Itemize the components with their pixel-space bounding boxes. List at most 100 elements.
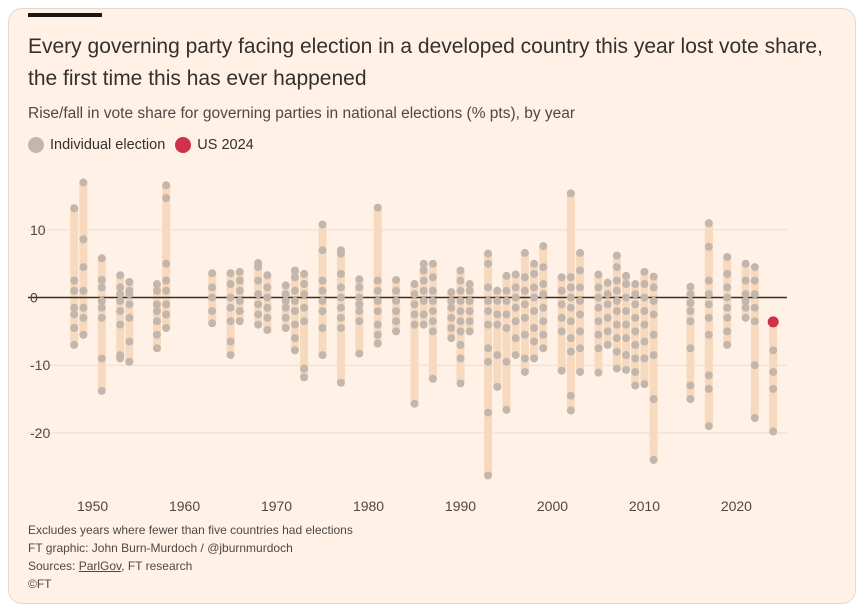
election-dot: [640, 267, 649, 276]
election-dot: [530, 293, 539, 302]
election-dot: [612, 263, 621, 272]
election-dot: [125, 277, 134, 286]
election-dot: [631, 313, 640, 322]
election-dot: [281, 303, 290, 312]
election-dot: [723, 283, 732, 292]
chart-title: Every governing party facing election in…: [28, 35, 823, 90]
election-dot: [566, 391, 575, 400]
election-dot: [125, 313, 134, 322]
election-dot: [162, 194, 171, 203]
x-tick-label: 2000: [537, 498, 568, 514]
election-dot: [456, 296, 465, 305]
x-tick-label: 1960: [169, 498, 200, 514]
sources-link-parlgov[interactable]: ParlGov: [78, 559, 122, 573]
election-dot: [263, 283, 272, 292]
election-dot: [392, 286, 401, 295]
election-dot: [235, 307, 244, 316]
election-dot: [612, 296, 621, 305]
election-dot: [493, 310, 502, 319]
election-dot: [152, 286, 161, 295]
election-dot: [612, 347, 621, 356]
range-bar-1985: [410, 284, 419, 404]
election-dot: [318, 296, 327, 305]
election-dot: [631, 280, 640, 289]
election-dot: [520, 313, 529, 322]
election-dot: [226, 280, 235, 289]
election-dot: [410, 300, 419, 309]
election-dot: [208, 283, 217, 292]
election-dot: [511, 283, 520, 292]
election-dot: [79, 286, 88, 295]
election-dot: [640, 354, 649, 363]
legend-swatch-individual: [28, 137, 44, 153]
election-dot: [79, 235, 88, 244]
y-tick-label: -20: [30, 425, 50, 441]
election-dot: [520, 354, 529, 363]
election-dot: [152, 307, 161, 316]
election-dot: [392, 327, 401, 336]
ft-top-bar: [28, 13, 102, 17]
election-dot: [152, 300, 161, 309]
election-dot: [704, 313, 713, 322]
election-dot: [97, 296, 106, 305]
legend-label-us: US 2024: [197, 137, 254, 153]
election-dot: [290, 296, 299, 305]
election-dots: [70, 178, 779, 480]
election-dot: [456, 307, 465, 316]
election-dot: [576, 283, 585, 292]
election-dot: [263, 271, 272, 280]
election-dot: [603, 278, 612, 287]
election-dot: [116, 283, 125, 292]
footer-credit: FT graphic: John Burn-Murdoch / @jburnmu…: [28, 541, 293, 555]
election-dot: [594, 330, 603, 339]
election-dot: [465, 296, 474, 305]
election-dot: [410, 290, 419, 299]
election-dot: [704, 371, 713, 380]
y-tick-label: 10: [30, 222, 46, 238]
election-dot: [456, 379, 465, 388]
election-dot: [539, 344, 548, 353]
election-dot: [741, 303, 750, 312]
election-dot: [465, 280, 474, 289]
election-dot: [640, 380, 649, 389]
election-dot: [622, 320, 631, 329]
election-dot: [520, 367, 529, 376]
election-dot: [539, 242, 548, 251]
election-dot: [594, 368, 603, 377]
x-tick-label: 1990: [445, 498, 476, 514]
range-bar-1958: [162, 185, 171, 328]
election-dot: [116, 271, 125, 280]
x-tick-label: 1970: [261, 498, 292, 514]
election-dot: [622, 307, 631, 316]
election-dot: [723, 327, 732, 336]
election-dot: [594, 344, 603, 353]
election-dot: [97, 313, 106, 322]
election-dot: [465, 317, 474, 326]
election-dot: [97, 386, 106, 395]
election-dot: [410, 280, 419, 289]
election-dot: [263, 303, 272, 312]
election-dot: [603, 300, 612, 309]
election-dot: [557, 286, 566, 295]
election-dot: [336, 303, 345, 312]
election-dot: [530, 354, 539, 363]
election-dot: [428, 317, 437, 326]
range-bar-2017: [704, 223, 713, 427]
election-dot: [484, 296, 493, 305]
range-bar-1949: [79, 182, 88, 335]
election-dot: [750, 361, 759, 370]
election-dot: [290, 273, 299, 282]
election-dot: [557, 366, 566, 375]
election-dot: [410, 399, 419, 408]
election-dot: [704, 242, 713, 251]
election-dot: [300, 280, 309, 289]
election-dot: [428, 327, 437, 336]
election-dot: [484, 320, 493, 329]
election-dot: [686, 395, 695, 404]
election-dot: [373, 286, 382, 295]
us-2024-dot: [767, 316, 779, 328]
election-dot: [539, 303, 548, 312]
election-dot: [79, 263, 88, 272]
election-dot: [300, 364, 309, 373]
election-dot: [484, 307, 493, 316]
